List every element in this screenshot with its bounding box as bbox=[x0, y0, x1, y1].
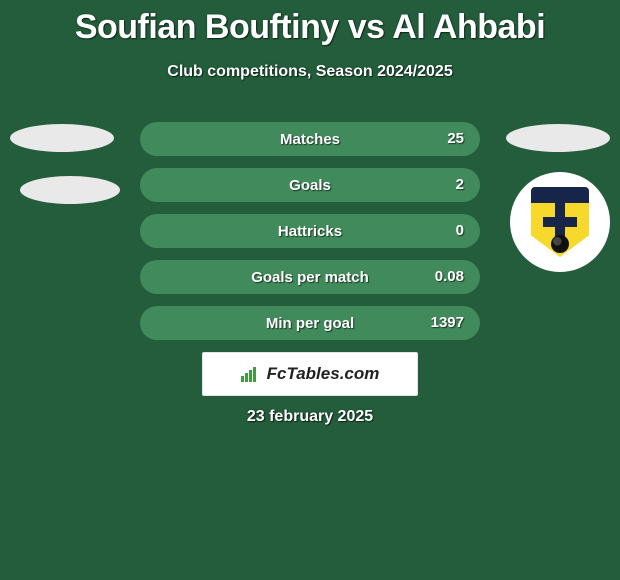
player-photo-placeholder-right-1 bbox=[506, 124, 610, 152]
stat-value: 2 bbox=[456, 168, 464, 202]
club-shield-icon bbox=[531, 187, 589, 257]
card-subtitle: Club competitions, Season 2024/2025 bbox=[0, 63, 620, 81]
brand-text: FcTables.com bbox=[267, 364, 380, 384]
stat-value: 0 bbox=[456, 214, 464, 248]
stat-label: Matches bbox=[280, 131, 340, 148]
player-photo-placeholder-left-1 bbox=[10, 124, 114, 152]
date-text: 23 february 2025 bbox=[0, 408, 620, 426]
stat-label: Goals bbox=[289, 177, 331, 194]
stat-label: Min per goal bbox=[266, 315, 354, 332]
brand-bars-icon bbox=[241, 366, 261, 382]
stat-rows: Matches 25 Goals 2 Hattricks 0 Goals per match… bbox=[140, 122, 480, 352]
brand-box[interactable]: FcTables.com bbox=[202, 352, 418, 396]
player-photo-placeholder-left-2 bbox=[20, 176, 120, 204]
club-badge bbox=[510, 172, 610, 272]
stat-row: Goals per match 0.08 bbox=[140, 260, 480, 294]
stat-value: 1397 bbox=[431, 306, 464, 340]
stat-row: Goals 2 bbox=[140, 168, 480, 202]
card-title: Soufian Bouftiny vs Al Ahbabi bbox=[0, 0, 620, 47]
stat-row: Matches 25 bbox=[140, 122, 480, 156]
stat-value: 25 bbox=[447, 122, 464, 156]
stat-label: Hattricks bbox=[278, 223, 342, 240]
stat-row: Min per goal 1397 bbox=[140, 306, 480, 340]
comparison-card: Soufian Bouftiny vs Al Ahbabi Club compe… bbox=[0, 0, 620, 580]
stat-label: Goals per match bbox=[251, 269, 369, 286]
stat-row: Hattricks 0 bbox=[140, 214, 480, 248]
stat-value: 0.08 bbox=[435, 260, 464, 294]
